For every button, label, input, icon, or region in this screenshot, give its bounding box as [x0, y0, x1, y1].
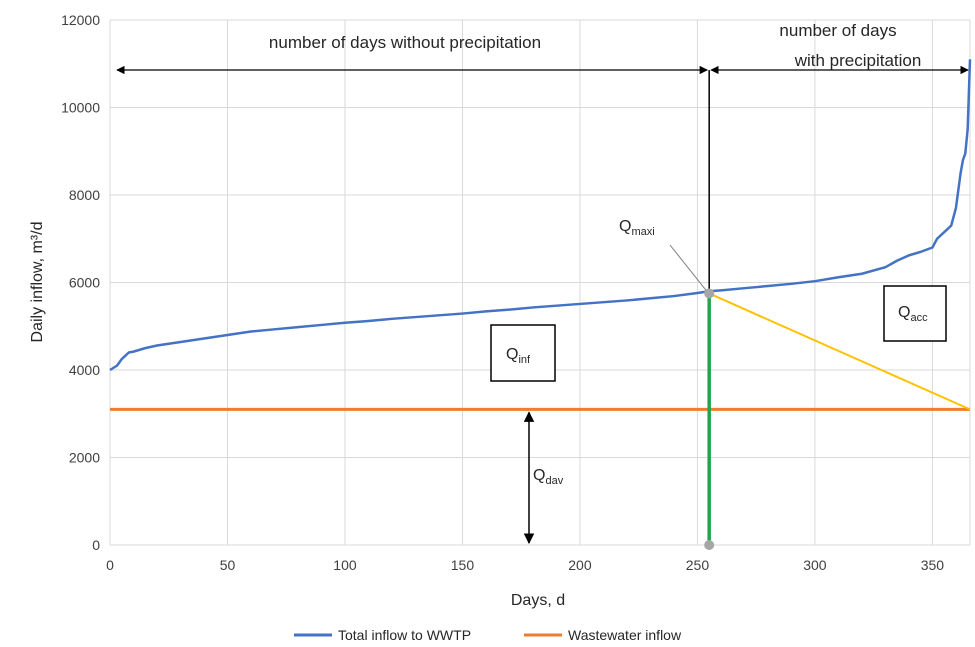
grid	[109, 19, 971, 546]
y-tick-label: 4000	[69, 362, 100, 378]
legend: Total inflow to WWTP Wastewater inflow	[294, 627, 682, 643]
precip-label-line1: number of days	[779, 21, 896, 40]
q-inf-box	[490, 324, 556, 382]
y-tick-label: 2000	[69, 450, 100, 466]
y-tick-label: 0	[92, 537, 100, 553]
x-tick-label: 0	[106, 557, 114, 573]
axis-ticks: 0 2000 4000 6000 8000 10000 12000 0 50 100 150 200 2…	[61, 12, 944, 573]
x-tick-label: 250	[686, 557, 710, 573]
q-maxi-leader	[669, 244, 707, 291]
x-tick-label: 50	[220, 557, 236, 573]
q-acc-label: Qacc	[898, 304, 928, 324]
y-tick-label: 12000	[61, 12, 100, 28]
legend-label-wastewater: Wastewater inflow	[568, 627, 682, 643]
y-tick-label: 8000	[69, 187, 100, 203]
x-tick-label: 100	[333, 557, 357, 573]
precip-label-line2: with precipitation	[794, 51, 922, 70]
q-acc-box	[883, 285, 947, 342]
split-marker-bottom	[704, 540, 715, 550]
y-tick-label: 10000	[61, 100, 100, 116]
split-marker-top	[704, 288, 715, 299]
q-dav-label: Qdav	[533, 467, 564, 487]
series-group	[109, 59, 972, 411]
x-tick-label: 350	[921, 557, 945, 573]
y-axis-title: Daily inflow, m³/d	[29, 222, 46, 343]
annotations	[116, 65, 971, 550]
legend-label-total-inflow: Total inflow to WWTP	[338, 627, 471, 643]
no-precip-label: number of days without precipitation	[269, 33, 541, 52]
q-maxi-label: Qmaxi	[619, 218, 655, 238]
x-tick-label: 150	[451, 557, 475, 573]
y-tick-label: 6000	[69, 275, 100, 291]
x-tick-label: 200	[568, 557, 592, 573]
x-axis-title: Days, d	[511, 592, 565, 609]
accumulation-line	[708, 292, 971, 411]
x-tick-label: 300	[803, 557, 827, 573]
q-inf-label: Qinf	[506, 346, 531, 366]
series-line-total-inflow	[109, 59, 972, 372]
